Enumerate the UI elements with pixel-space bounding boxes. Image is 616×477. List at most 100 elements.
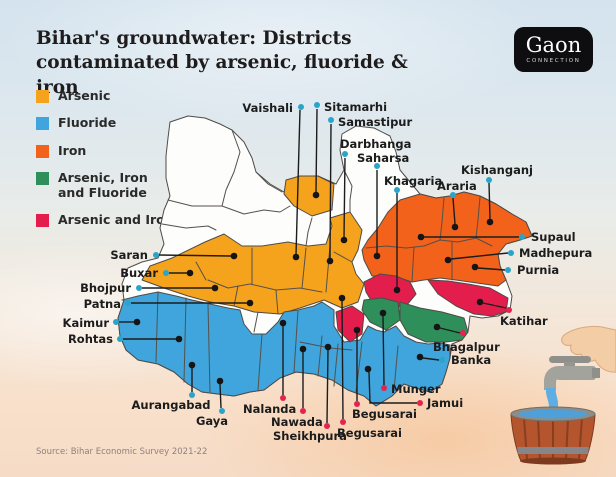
callout-saharsa: Saharsa	[357, 151, 409, 260]
callout-begusarai-1: Begusarai	[352, 326, 417, 421]
leader-line	[326, 349, 329, 424]
label-dot	[300, 408, 306, 414]
leader-line	[343, 157, 346, 238]
legend-item-iron: Iron	[36, 143, 174, 158]
map-dot	[340, 236, 348, 244]
bucket-bottom	[520, 457, 586, 465]
label-dot	[354, 401, 360, 407]
map-dot	[230, 252, 238, 260]
label-dot	[486, 177, 492, 183]
map-dot	[299, 345, 307, 353]
district-label: Gaya	[196, 414, 228, 428]
callout-munger: Munger	[379, 309, 441, 396]
district-label: Munger	[391, 382, 441, 396]
callout-kishanganj: Kishanganj	[461, 163, 533, 226]
legend-item-arsenic: Arsenic	[36, 88, 174, 103]
district-label: Kishanganj	[461, 163, 533, 177]
label-dot	[519, 234, 525, 240]
district-label: Bhagalpur	[433, 340, 500, 354]
leader-line	[439, 327, 461, 334]
callout-samastipur: Samastipur	[326, 115, 412, 265]
legend-label-line1: Arsenic, Iron	[58, 170, 148, 186]
label-dot	[153, 252, 159, 258]
label-dot	[189, 392, 195, 398]
legend-item-arsenic-iron: Arsenic and Iron	[36, 212, 174, 227]
label-dot	[117, 336, 123, 342]
label-dot	[374, 163, 380, 169]
map-dot	[444, 256, 452, 264]
callout-bhagalpur: Bhagalpur	[433, 323, 500, 354]
callout-katihar: Katihar	[476, 298, 548, 328]
label-dot	[125, 300, 131, 306]
district-label: Begusarai	[337, 426, 402, 440]
map-dot	[188, 361, 196, 369]
callout-nawada: Nawada	[271, 345, 323, 429]
map-dot	[416, 353, 424, 361]
district-label: Katihar	[500, 314, 548, 328]
leader-line	[488, 182, 491, 220]
label-dot	[508, 250, 514, 256]
label-dot	[163, 270, 169, 276]
leader-line	[295, 109, 301, 256]
map-dot	[338, 294, 346, 302]
label-dot	[298, 104, 304, 110]
callout-jamui: Jamui	[364, 365, 463, 410]
tap-handle-icon	[549, 356, 591, 363]
district-katihar	[427, 279, 509, 317]
map-dot	[393, 286, 401, 294]
map-dot	[417, 233, 425, 241]
callout-madhepura: Madhepura	[444, 246, 592, 264]
callout-aurangabad: Aurangabad	[132, 361, 211, 412]
legend-item-arsenic-iron-fluoride: Arsenic, Iron and Fluoride	[36, 170, 174, 200]
callout-darbhanga: Darbhanga	[340, 137, 411, 244]
iron-swatch	[36, 144, 49, 158]
legend-label: Fluoride	[58, 115, 117, 131]
tap-pipe-end	[592, 368, 600, 378]
district-label: Saharsa	[357, 151, 409, 165]
callout-gaya: Gaya	[196, 377, 228, 428]
leader-line	[219, 383, 222, 409]
arsenic-iron-swatch	[36, 213, 49, 227]
district-label: Buxar	[120, 266, 158, 280]
district-label: Kaimur	[63, 316, 110, 330]
label-dot	[314, 102, 320, 108]
leader-line	[450, 252, 509, 260]
callout-nalanda: Nalanda	[243, 319, 296, 416]
callout-vaishali: Vaishali	[242, 101, 304, 261]
gaon-connection-logo: Gaon CONNECTION	[514, 27, 593, 72]
uncoloured-district-borders	[161, 129, 353, 333]
district-label: Samastipur	[338, 115, 412, 129]
bucket-water-surface	[519, 409, 587, 419]
district-label: Aurangabad	[132, 398, 211, 412]
label-dot	[417, 400, 423, 406]
tap-handle-stem	[564, 362, 575, 368]
fluoride-swatch	[36, 117, 49, 131]
tap-spout-icon	[544, 366, 562, 390]
callout-sitamarhi: Sitamarhi	[312, 100, 387, 199]
map-dot	[246, 299, 254, 307]
map-dot	[373, 252, 381, 260]
label-dot	[280, 395, 286, 401]
callout-begusarai-2: Begusarai	[337, 294, 402, 440]
leader-line	[315, 108, 318, 193]
legend-label: Arsenic	[58, 88, 111, 103]
callout-banka: Banka	[416, 353, 491, 367]
label-dot	[439, 357, 445, 363]
map-dot	[292, 253, 300, 261]
title-line-1: Bihar's groundwater: Districts	[36, 28, 352, 49]
legend-item-fluoride: Fluoride	[36, 115, 174, 131]
map-dot	[133, 318, 141, 326]
label-dot	[450, 192, 456, 198]
map-dot	[211, 284, 219, 292]
district-label: Madhepura	[519, 246, 592, 260]
legend: Arsenic Fluoride Iron Arsenic, Iron and …	[36, 88, 174, 240]
label-dot	[506, 307, 512, 313]
callout-araria: Araria	[437, 179, 477, 231]
water-tap-illustration	[510, 325, 616, 465]
callout-rohtas: Rohtas	[68, 332, 183, 346]
leader-line	[477, 267, 506, 271]
logo-name: Gaon	[525, 33, 582, 57]
leader-line	[422, 357, 440, 361]
region-fluoride-south	[117, 291, 451, 407]
